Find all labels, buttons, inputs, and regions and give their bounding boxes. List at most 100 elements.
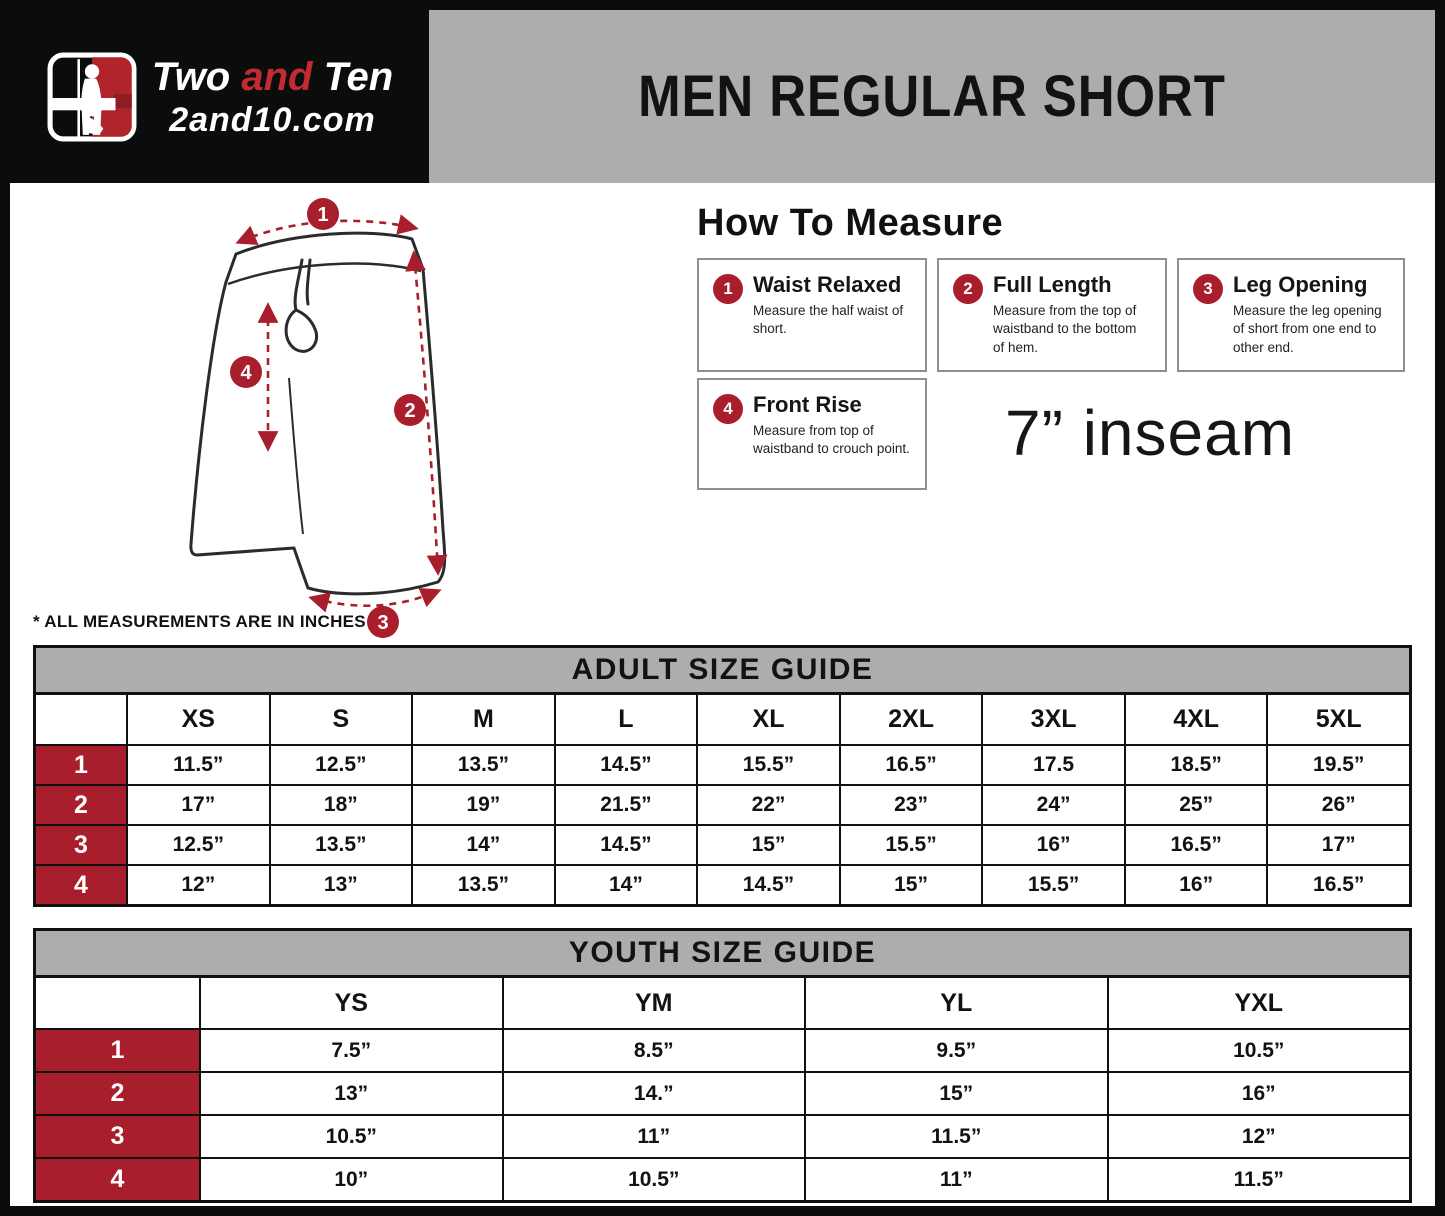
size-column-header: YM [503, 978, 804, 1028]
row-label-cell: 3 [36, 826, 126, 864]
table-corner-cell [36, 695, 126, 744]
marker-1-label: 1 [317, 204, 328, 226]
brand-word-and: and [241, 54, 313, 99]
row-label-cell: 2 [36, 786, 126, 824]
drawstring [284, 258, 318, 353]
size-column-header: 5XL [1268, 695, 1409, 744]
measurements-note: * ALL MEASUREMENTS ARE IN INCHES [33, 612, 366, 631]
brand-word-ten: Ten [323, 54, 394, 99]
size-value-cell: 15” [698, 826, 839, 864]
size-value-cell: 23” [840, 786, 982, 824]
measure-title: Front Rise [753, 392, 862, 417]
size-value-cell: 13.5” [413, 746, 554, 784]
size-value-cell: 13.5” [413, 866, 554, 904]
size-column-header: YXL [1108, 978, 1409, 1028]
row-label-cell: 3 [36, 1116, 199, 1157]
size-value-cell: 12” [128, 866, 269, 904]
marker-2-label: 2 [404, 400, 415, 422]
marker-3-label: 3 [377, 612, 388, 634]
size-value-cell: 19” [413, 786, 554, 824]
size-value-cell: 14.5” [555, 746, 697, 784]
marker-4-label: 4 [240, 362, 252, 384]
size-value-cell: 15.5” [840, 826, 982, 864]
size-value-cell: 15.5” [698, 746, 839, 784]
size-value-cell: 25” [1125, 786, 1267, 824]
size-value-cell: 22” [698, 786, 839, 824]
measure-num-badge: 1 [713, 274, 743, 304]
size-value-cell: 13.5” [270, 826, 412, 864]
adult-size-guide-band: ADULT SIZE GUIDE [33, 645, 1412, 692]
size-column-header: 2XL [840, 695, 982, 744]
size-value-cell: 16” [1108, 1073, 1409, 1114]
size-value-cell: 9.5” [806, 1030, 1107, 1071]
size-value-cell: 11” [806, 1159, 1107, 1200]
size-column-header: XS [128, 695, 269, 744]
size-value-cell: 14” [413, 826, 554, 864]
size-value-cell: 11” [503, 1116, 804, 1157]
size-value-cell: 16.5” [840, 746, 982, 784]
adult-size-table: XS S M L XL 2XL 3XL 4XL 5XL 1 11.5” 12.5” 13.5” 14.5”… [33, 692, 1412, 907]
size-value-cell: 13” [270, 866, 412, 904]
size-value-cell: 15.5” [983, 866, 1124, 904]
marker-3-circle [367, 606, 399, 638]
leg-opening-arrow [308, 587, 442, 613]
size-value-cell: 18” [270, 786, 412, 824]
row-label-cell: 4 [36, 1159, 199, 1200]
size-value-cell: 12.5” [128, 826, 269, 864]
size-value-cell: 15” [806, 1073, 1107, 1114]
measure-num-badge: 2 [953, 274, 983, 304]
page-title-panel: MEN REGULAR SHORT [429, 10, 1435, 183]
marker-4-circle [230, 356, 262, 388]
size-value-cell: 11.5” [806, 1116, 1107, 1157]
size-value-cell: 21.5” [555, 786, 697, 824]
size-value-cell: 16” [1125, 866, 1267, 904]
size-value-cell: 16.5” [1125, 826, 1267, 864]
size-value-cell: 14.5” [698, 866, 839, 904]
size-column-header: L [555, 695, 697, 744]
how-to-measure-heading: How To Measure [697, 202, 1004, 244]
page-title: MEN REGULAR SHORT [638, 64, 1226, 129]
row-label-cell: 4 [36, 866, 126, 904]
size-value-cell: 18.5” [1125, 746, 1267, 784]
size-value-cell: 24” [983, 786, 1124, 824]
measure-desc: Measure from top of waistband to crouch … [753, 423, 910, 457]
row-label-cell: 1 [36, 746, 126, 784]
size-value-cell: 14” [555, 866, 697, 904]
size-value-cell: 7.5” [201, 1030, 502, 1071]
size-column-header: S [270, 695, 412, 744]
measure-title: Waist Relaxed [753, 272, 902, 297]
measure-num-badge: 4 [713, 394, 743, 424]
marker-2-circle [394, 394, 426, 426]
measure-desc: Measure the half waist of short. [753, 303, 904, 337]
size-value-cell: 11.5” [128, 746, 269, 784]
measure-box-full-length: 2 Full Length Measure from the top of wa… [937, 258, 1167, 372]
size-value-cell: 10.5” [503, 1159, 804, 1200]
shorts-measurement-diagram: 1 2 3 4 [189, 198, 448, 638]
size-value-cell: 14.” [503, 1073, 804, 1114]
measure-desc: Measure from the top of waistband to the… [993, 303, 1137, 355]
size-value-cell: 19.5” [1268, 746, 1409, 784]
size-column-header: 4XL [1125, 695, 1267, 744]
size-value-cell: 8.5” [503, 1030, 804, 1071]
table-corner-cell [36, 978, 199, 1028]
measure-box-leg-opening: 3 Leg Opening Measure the leg opening of… [1177, 258, 1405, 372]
size-value-cell: 26” [1268, 786, 1409, 824]
size-value-cell: 12” [1108, 1116, 1409, 1157]
size-value-cell: 17” [128, 786, 269, 824]
brand-word-two: Two [151, 54, 231, 99]
size-value-cell: 10.5” [201, 1116, 502, 1157]
size-value-cell: 16” [983, 826, 1124, 864]
brand-logo-icon [47, 52, 137, 141]
size-value-cell: 17” [1268, 826, 1409, 864]
size-value-cell: 16.5” [1268, 866, 1409, 904]
measure-num-badge: 3 [1193, 274, 1223, 304]
inseam-callout: 7” inseam [1005, 397, 1295, 469]
size-guide-page: Two and Ten 2and10.com MEN REGULAR SHORT… [10, 10, 1435, 1206]
size-value-cell: 13” [201, 1073, 502, 1114]
size-value-cell: 15” [840, 866, 982, 904]
size-column-header: 3XL [983, 695, 1124, 744]
size-value-cell: 11.5” [1108, 1159, 1409, 1200]
brand-logo-text: Two and Ten 2and10.com [152, 57, 394, 137]
row-label-cell: 1 [36, 1030, 199, 1071]
brand-logo-panel: Two and Ten 2and10.com [10, 10, 429, 183]
